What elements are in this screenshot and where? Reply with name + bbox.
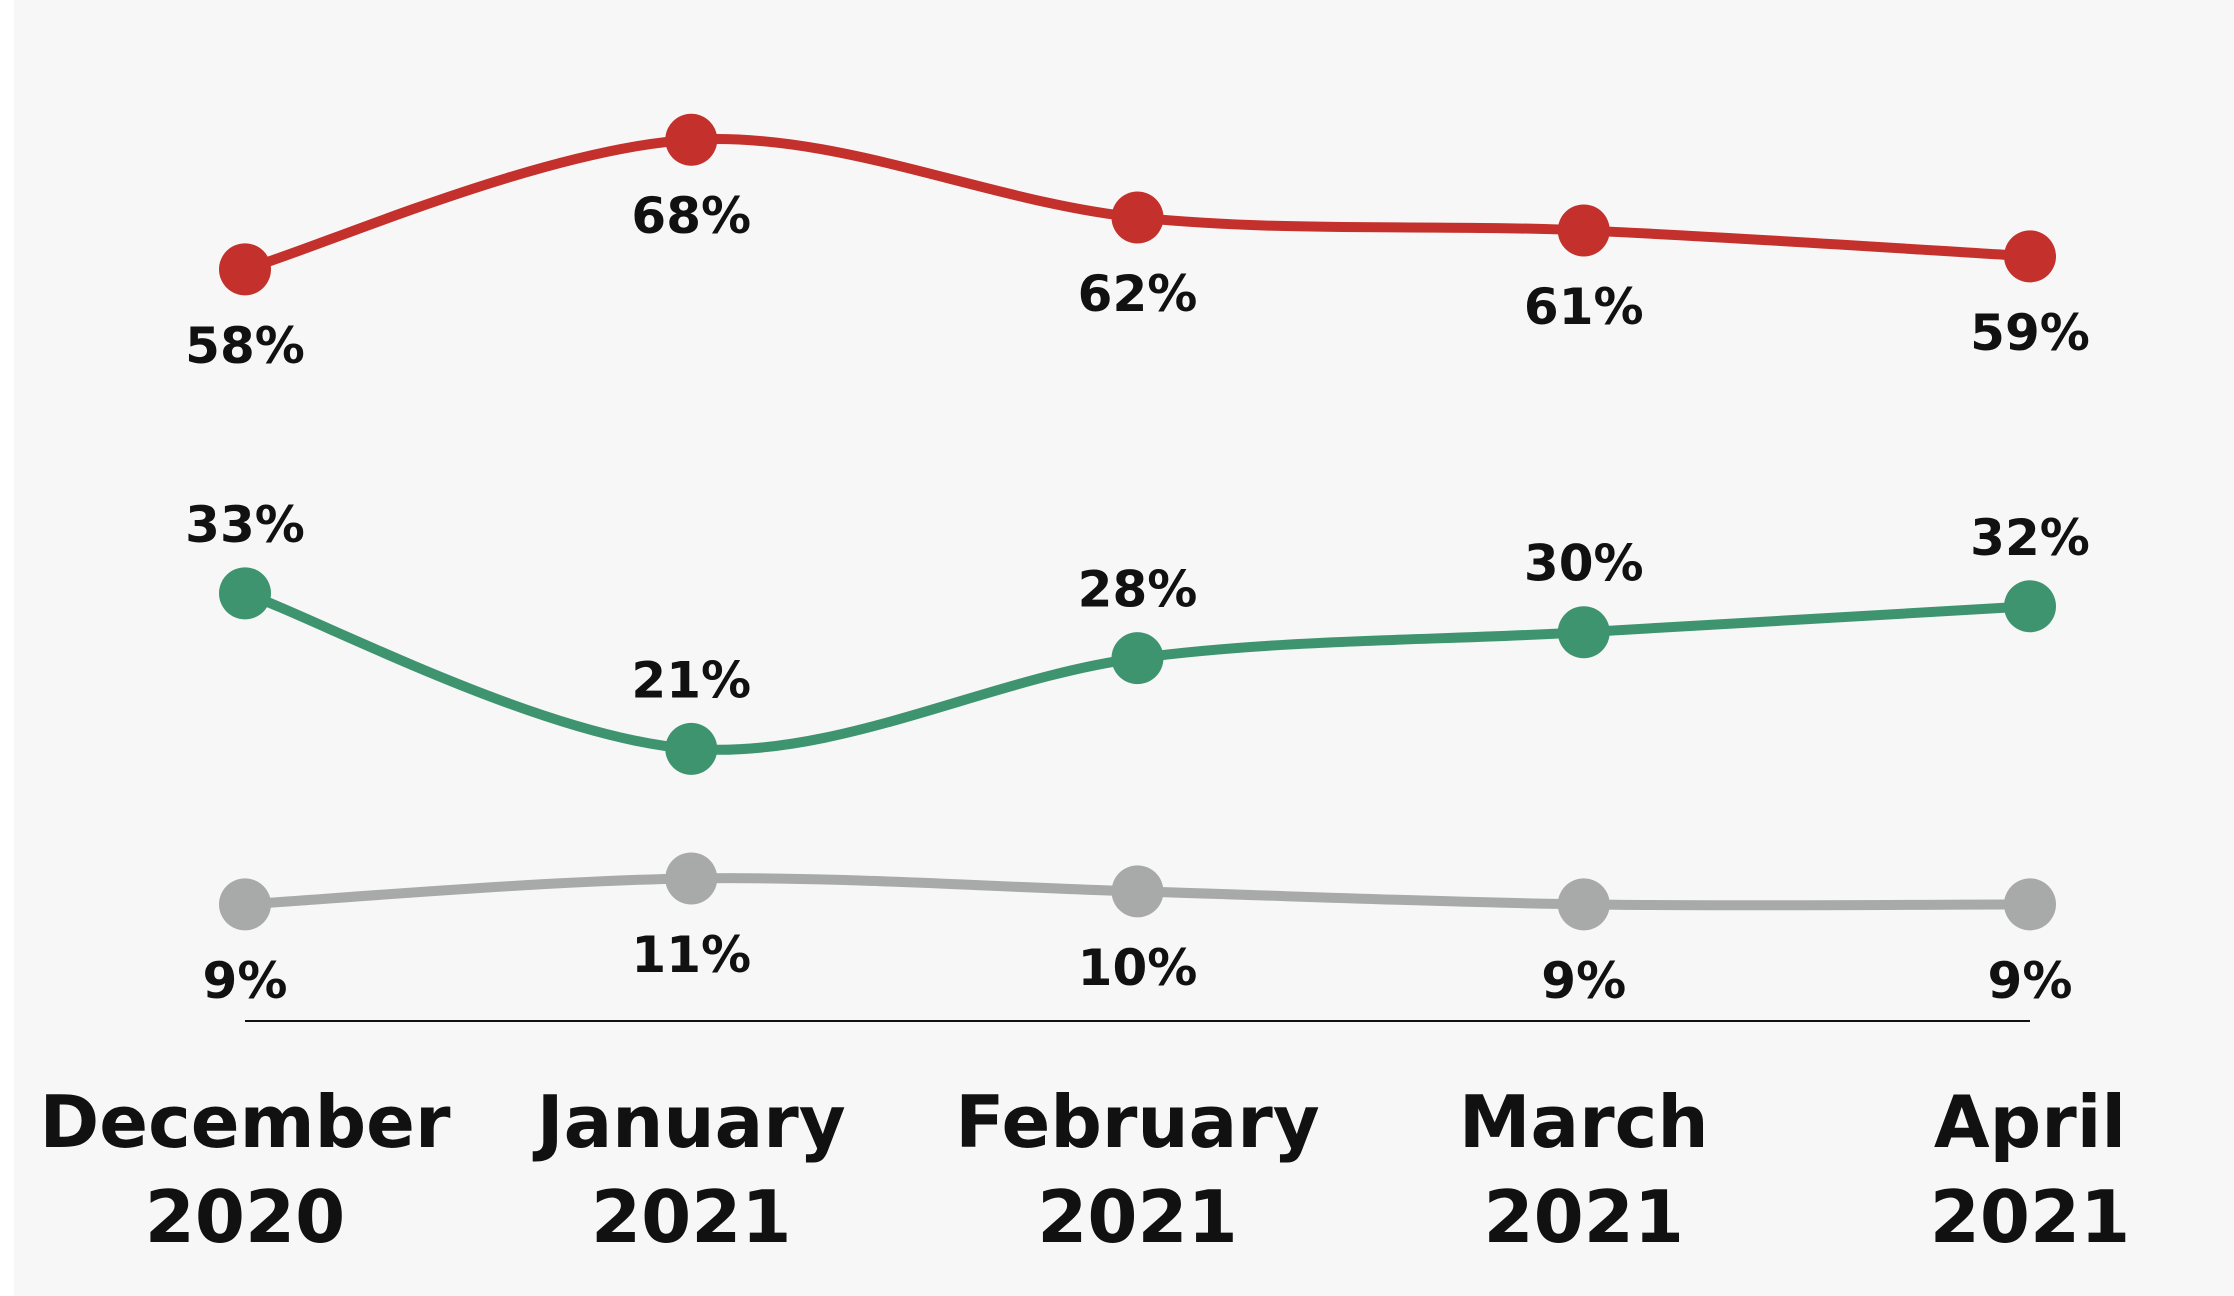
data-point — [2004, 230, 2056, 283]
chart-area: 58% 68% 62% 61% 59% 33% 21% 28% 30% 32% 9% 11% 10% 9%… — [14, 0, 2234, 1296]
data-label: 28% — [1078, 561, 1198, 619]
data-point — [1111, 865, 1164, 918]
data-label: 68% — [631, 187, 751, 245]
data-point — [1557, 606, 1610, 659]
data-point — [1111, 191, 1164, 244]
data-label: 9% — [1541, 952, 1626, 1010]
data-label: 11% — [631, 926, 751, 984]
data-point — [219, 567, 271, 620]
x-tick-label: January 2021 — [536, 1080, 846, 1259]
data-point — [1557, 878, 1610, 931]
data-point — [665, 852, 718, 905]
data-point — [219, 243, 271, 296]
data-label: 58% — [185, 317, 305, 375]
x-tick-label: February 2021 — [955, 1080, 1320, 1259]
data-point — [219, 878, 271, 931]
data-point — [1557, 204, 1610, 257]
data-label: 33% — [185, 496, 305, 554]
data-label: 10% — [1078, 939, 1198, 997]
data-label: 21% — [631, 651, 751, 709]
data-point — [665, 113, 718, 166]
data-label: 62% — [1078, 265, 1198, 323]
x-tick-label: December 2020 — [39, 1080, 451, 1259]
data-label: 30% — [1524, 535, 1644, 593]
x-tick-label: April 2021 — [1929, 1080, 2131, 1259]
data-label: 32% — [1970, 509, 2090, 567]
data-point — [665, 722, 718, 775]
data-point — [1111, 632, 1164, 685]
data-label: 9% — [1988, 952, 2073, 1010]
data-label: 59% — [1970, 304, 2090, 362]
data-point — [2004, 580, 2056, 633]
data-point — [2004, 878, 2056, 931]
data-label: 9% — [203, 952, 288, 1010]
data-label: 61% — [1524, 278, 1644, 336]
x-tick-label: March 2021 — [1458, 1080, 1709, 1259]
